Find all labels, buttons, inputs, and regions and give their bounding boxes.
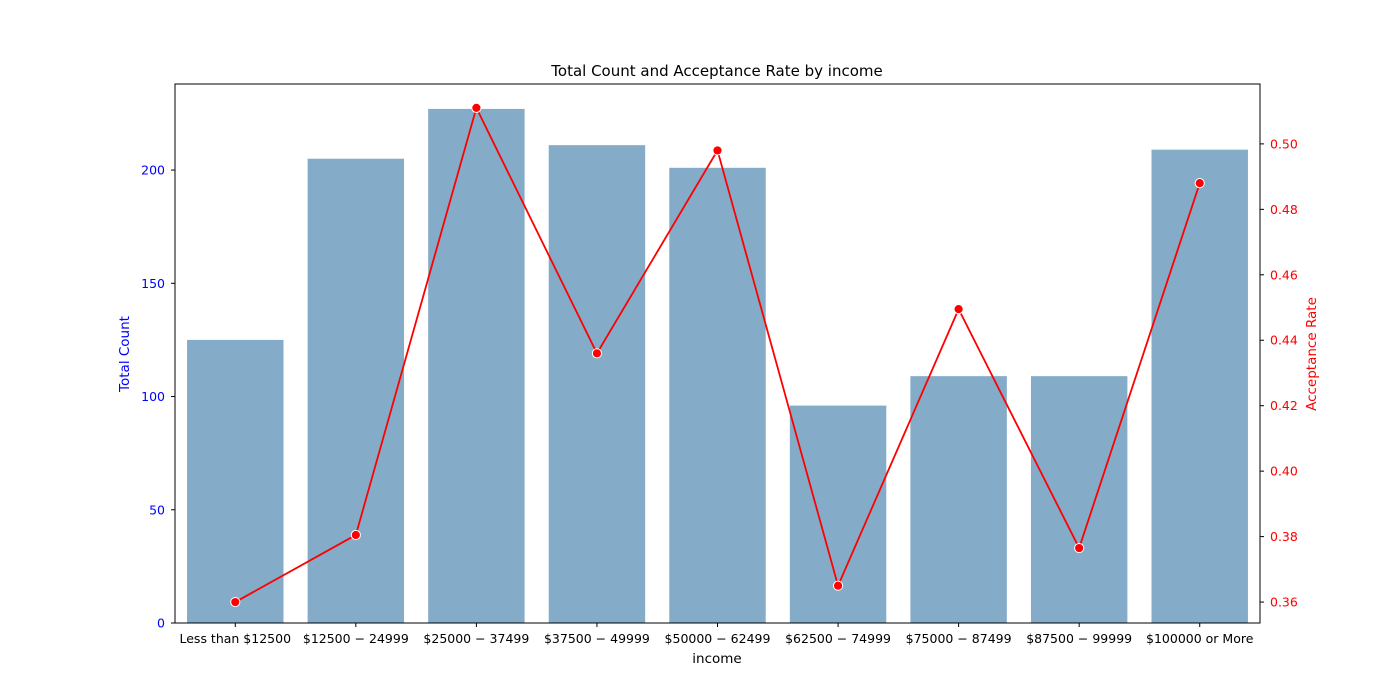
- acceptance-rate-series: [230, 102, 1205, 608]
- right-axis-title: Acceptance Rate: [1304, 297, 1320, 411]
- right-y-tick-label: 0.44: [1270, 333, 1298, 348]
- bar: [910, 376, 1007, 623]
- x-axis: Less than $12500 $12500 − 24999 $25000 − 3…: [180, 623, 1254, 646]
- acceptance-rate-point: [350, 529, 361, 541]
- left-y-tick-label: 200: [141, 163, 165, 178]
- bar-series: [187, 108, 1248, 624]
- right-y-tick-label: 0.40: [1270, 464, 1298, 479]
- x-tick-label: $87500 − 99999: [1026, 631, 1132, 646]
- left-y-axis: 0 50 100 150 200: [141, 163, 175, 631]
- right-y-tick-label: 0.38: [1270, 529, 1298, 544]
- x-tick-label: $100000 or More: [1146, 631, 1254, 646]
- bar: [187, 339, 284, 623]
- acceptance-rate-point: [712, 145, 723, 156]
- acceptance-rate-point: [230, 596, 241, 608]
- left-y-tick-label: 100: [141, 389, 165, 404]
- left-y-tick-label: 150: [141, 276, 165, 291]
- x-tick-label: $50000 − 62499: [665, 631, 771, 646]
- x-axis-title: income: [692, 651, 741, 667]
- bar: [1030, 376, 1128, 623]
- bar: [548, 145, 646, 623]
- left-y-tick-label: 0: [157, 616, 165, 631]
- bar: [669, 167, 766, 623]
- x-tick-label: $37500 − 49999: [544, 631, 650, 646]
- right-y-tick-label: 0.48: [1270, 202, 1298, 217]
- acceptance-rate-point: [591, 348, 603, 359]
- right-y-axis: 0.36 0.38 0.40 0.42 0.44 0.46 0.48 0.50: [1260, 136, 1298, 610]
- right-y-tick-label: 0.46: [1270, 267, 1298, 282]
- x-tick-label: Less than $12500: [180, 631, 292, 646]
- left-y-tick-label: 50: [149, 502, 165, 517]
- bar: [428, 108, 525, 624]
- acceptance-rate-point: [1074, 542, 1085, 554]
- chart-title: Total Count and Acceptance Rate by incom…: [550, 62, 882, 80]
- left-axis-title: Total Count: [117, 316, 133, 393]
- acceptance-rate-point: [471, 102, 482, 113]
- x-tick-label: $25000 − 37499: [423, 631, 529, 646]
- bar: [307, 158, 405, 623]
- right-y-tick-label: 0.50: [1270, 136, 1298, 151]
- acceptance-rate-point: [1194, 178, 1205, 189]
- right-y-tick-label: 0.42: [1270, 398, 1298, 413]
- x-tick-label: $12500 − 24999: [303, 631, 409, 646]
- right-y-tick-label: 0.36: [1270, 595, 1298, 610]
- acceptance-rate-point: [953, 304, 964, 315]
- bar: [1151, 149, 1248, 624]
- x-tick-label: $75000 − 87499: [906, 631, 1012, 646]
- acceptance-rate-point: [832, 580, 844, 591]
- x-tick-label: $62500 − 74999: [785, 631, 891, 646]
